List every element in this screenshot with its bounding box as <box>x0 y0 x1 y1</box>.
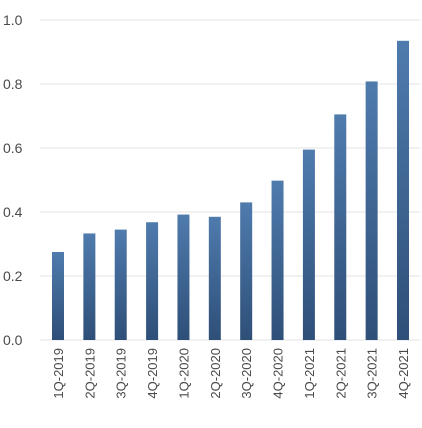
x-tick-label: 3Q-2020 <box>239 348 254 399</box>
bar-4Q-2019 <box>146 222 159 340</box>
bar-2Q-2020 <box>208 216 221 340</box>
x-tick-label: 2Q-2020 <box>208 348 223 399</box>
bar-4Q-2020 <box>271 180 284 340</box>
y-tick-label: 0.4 <box>3 204 23 220</box>
x-tick-label: 3Q-2021 <box>365 348 380 399</box>
x-tick-label: 3Q-2019 <box>114 348 129 399</box>
y-tick-label: 0.0 <box>3 332 23 348</box>
x-tick-label: 1Q-2020 <box>176 348 191 399</box>
y-tick-label: 0.8 <box>3 76 23 92</box>
bar-4Q-2021 <box>397 40 409 341</box>
bar-1Q-2021 <box>302 149 315 340</box>
x-tick-label: 4Q-2021 <box>396 348 411 399</box>
x-tick-label: 4Q-2019 <box>145 348 160 399</box>
x-tick-label: 1Q-2021 <box>302 348 317 399</box>
bar-2Q-2019 <box>83 233 96 340</box>
gridlines <box>40 19 420 341</box>
x-tick-label: 4Q-2020 <box>271 348 286 399</box>
x-tick-label: 1Q-2019 <box>51 348 66 399</box>
bar-2Q-2021 <box>334 114 347 341</box>
bar-3Q-2021 <box>365 81 378 340</box>
bar-1Q-2020 <box>177 214 190 340</box>
bar-3Q-2019 <box>114 229 127 340</box>
bars <box>52 40 409 341</box>
bar-1Q-2019 <box>52 252 64 340</box>
y-tick-label: 0.2 <box>3 268 23 284</box>
y-tick-label: 0.6 <box>3 140 23 156</box>
x-tick-label: 2Q-2019 <box>82 348 97 399</box>
x-axis-ticks: 1Q-2019 2Q-2019 3Q-2019 4Q-2019 1Q-2020 2Q-20… <box>51 348 411 399</box>
x-tick-label: 2Q-2021 <box>333 348 348 399</box>
y-tick-label: 1.0 <box>3 12 23 28</box>
y-axis-ticks: 0.0 0.2 0.4 0.6 0.8 1.0 <box>3 12 23 348</box>
bar-3Q-2020 <box>240 202 253 340</box>
